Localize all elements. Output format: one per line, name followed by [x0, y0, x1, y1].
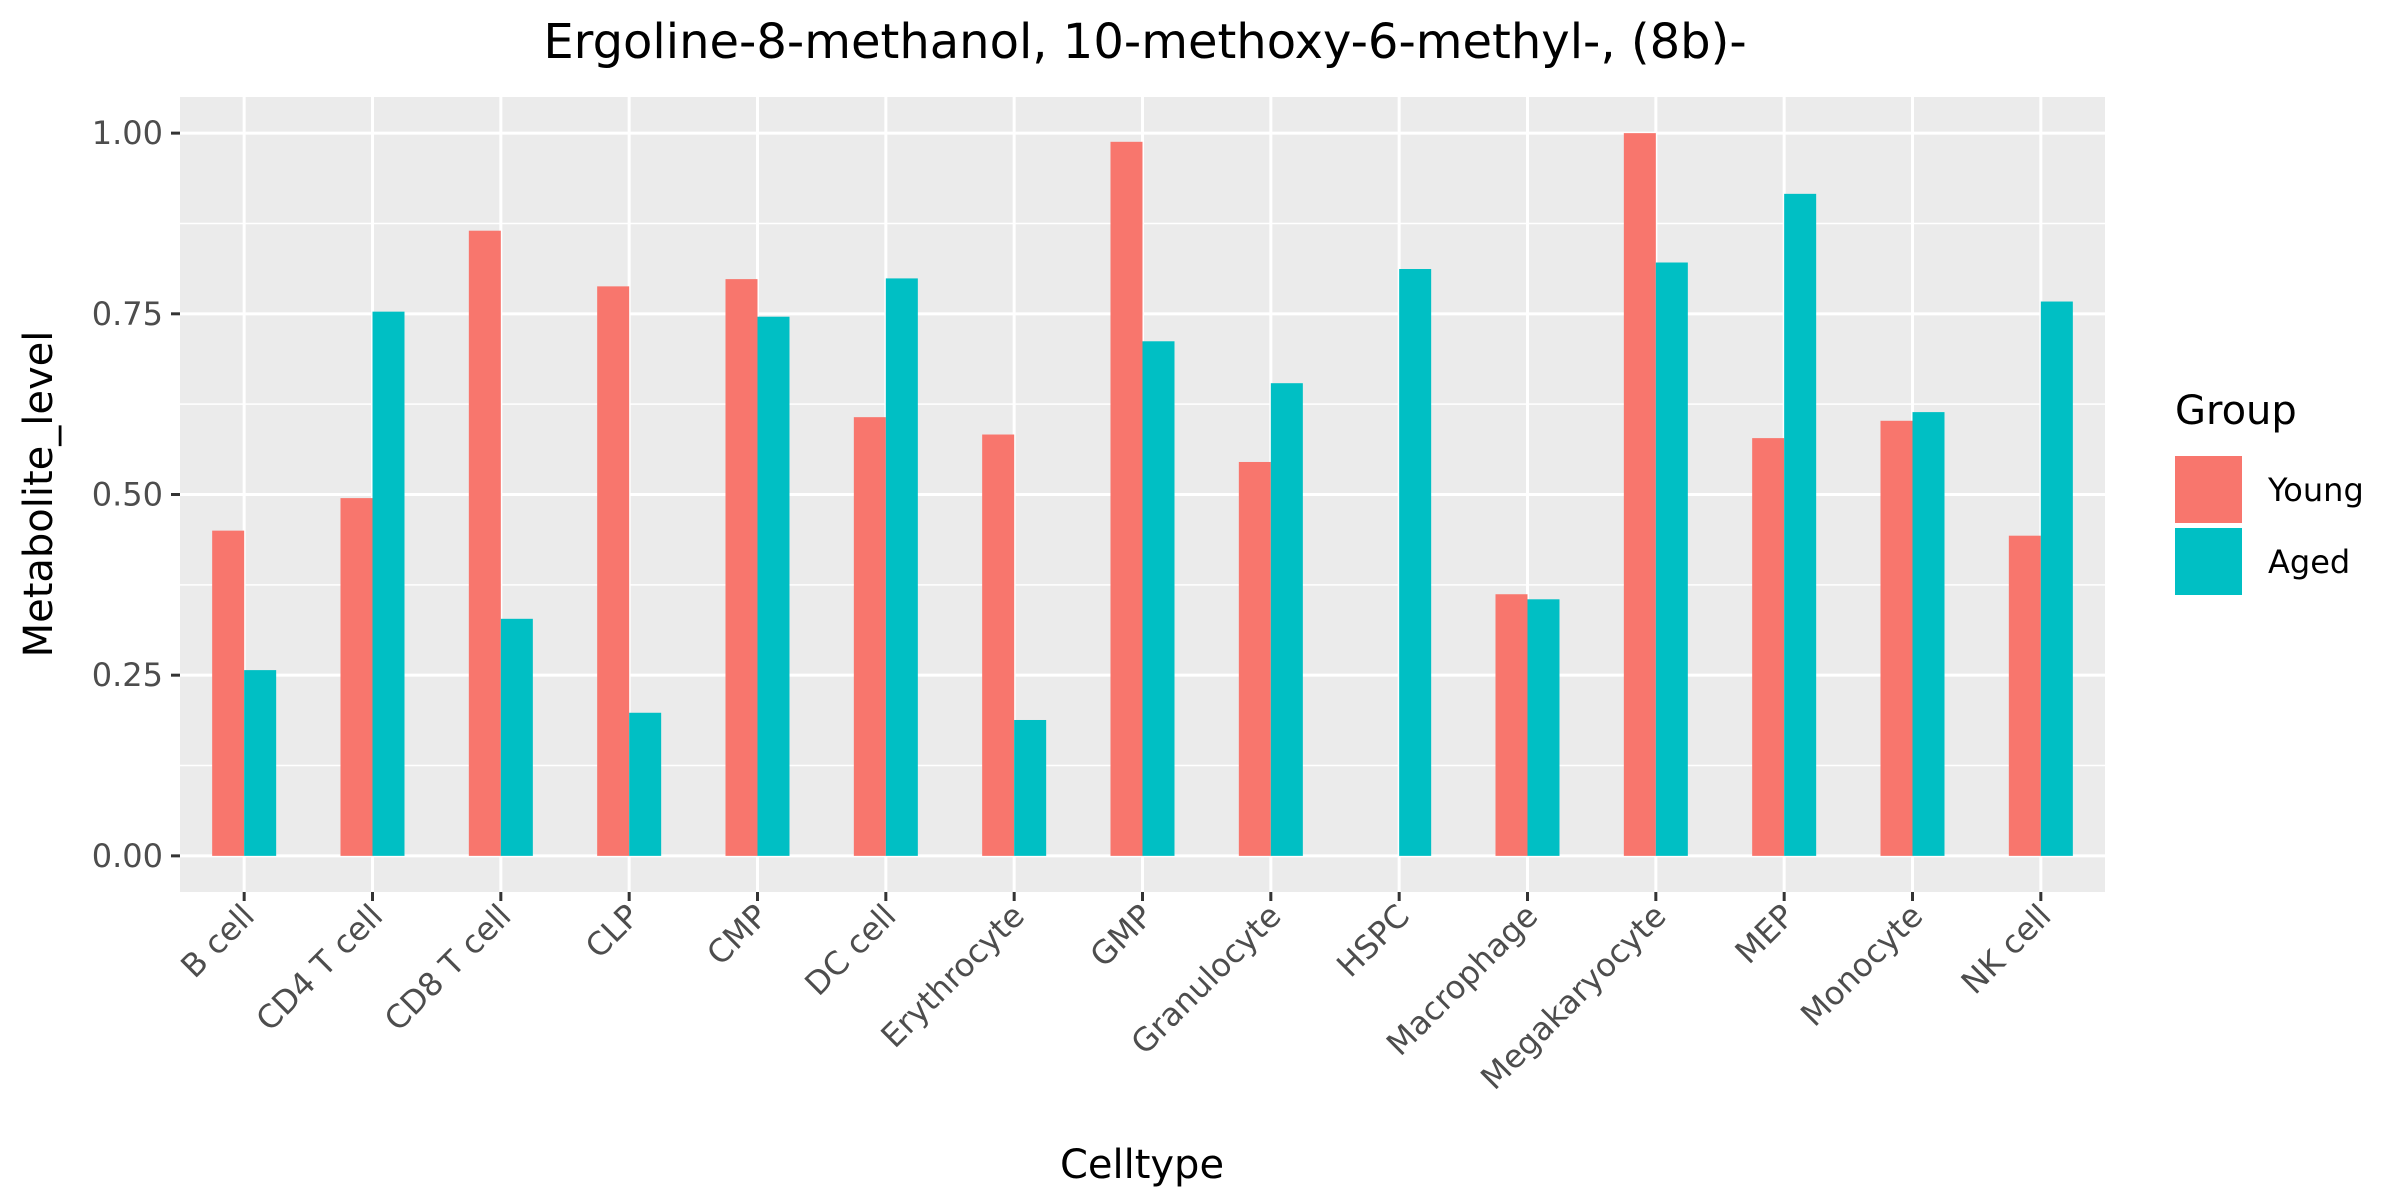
x-tick-label: B cell	[173, 897, 262, 986]
y-tick-label: 0.50	[92, 476, 163, 514]
bar-young	[725, 279, 758, 856]
y-axis-title: Metabolite_level	[16, 331, 62, 658]
x-tick-label: CLP	[578, 897, 647, 966]
x-axis-title: Celltype	[1060, 1142, 1224, 1188]
bar-young	[468, 230, 501, 856]
chart-title: Ergoline-8-methanol, 10-methoxy-6-methyl…	[543, 14, 1746, 70]
bar-aged	[1784, 193, 1817, 856]
bar-aged	[244, 670, 277, 856]
bar-young	[212, 530, 245, 856]
bar-young	[2008, 535, 2041, 856]
bar-young	[1238, 461, 1271, 856]
bar-young	[340, 498, 373, 856]
y-tick-label: 0.00	[92, 837, 163, 875]
bar-aged	[1014, 719, 1047, 856]
bar-aged	[1399, 269, 1432, 856]
x-tick-label: CD8 T cell	[377, 897, 519, 1039]
legend-title: Group	[2175, 388, 2297, 434]
x-tick-label: CD4 T cell	[249, 897, 391, 1039]
bar-aged	[757, 316, 790, 856]
legend-key-aged	[2175, 528, 2242, 595]
bar-young	[1110, 141, 1143, 856]
legend-key-young	[2175, 456, 2242, 523]
y-tick-label: 0.25	[92, 656, 163, 694]
x-tick-label: Monocyte	[1793, 897, 1930, 1034]
x-tick-label: HSPC	[1329, 897, 1417, 985]
bar-aged	[1912, 412, 1945, 856]
bar-aged	[500, 618, 533, 856]
bar-aged	[1142, 341, 1175, 856]
bar-aged	[885, 278, 918, 856]
bar-young	[597, 286, 630, 856]
bar-young	[982, 434, 1015, 856]
bar-layer	[212, 133, 2073, 856]
y-tick-label: 0.75	[92, 295, 163, 333]
x-tick-label: GMP	[1083, 897, 1161, 975]
y-tick-label: 1.00	[92, 114, 163, 152]
legend-label-young: Young	[2267, 471, 2364, 509]
bar-aged	[372, 311, 405, 856]
legend-label-aged: Aged	[2268, 543, 2350, 581]
x-tick-label: MEP	[1727, 897, 1801, 971]
bar-aged	[1270, 383, 1303, 856]
bar-aged	[1527, 599, 1560, 856]
x-tick-label: DC cell	[797, 897, 903, 1003]
x-tick-label: NK cell	[1954, 897, 2059, 1002]
x-tick-label: CMP	[699, 897, 775, 973]
legend: Group Young Aged	[2175, 388, 2364, 595]
bar-aged	[629, 712, 662, 856]
bar-young	[1752, 438, 1785, 856]
bar-aged	[1655, 262, 1688, 856]
bar-young	[1880, 420, 1913, 856]
bar-aged	[2040, 301, 2073, 856]
bar-young	[1623, 133, 1656, 856]
bar-young	[1495, 594, 1528, 856]
bar-young	[853, 417, 886, 856]
